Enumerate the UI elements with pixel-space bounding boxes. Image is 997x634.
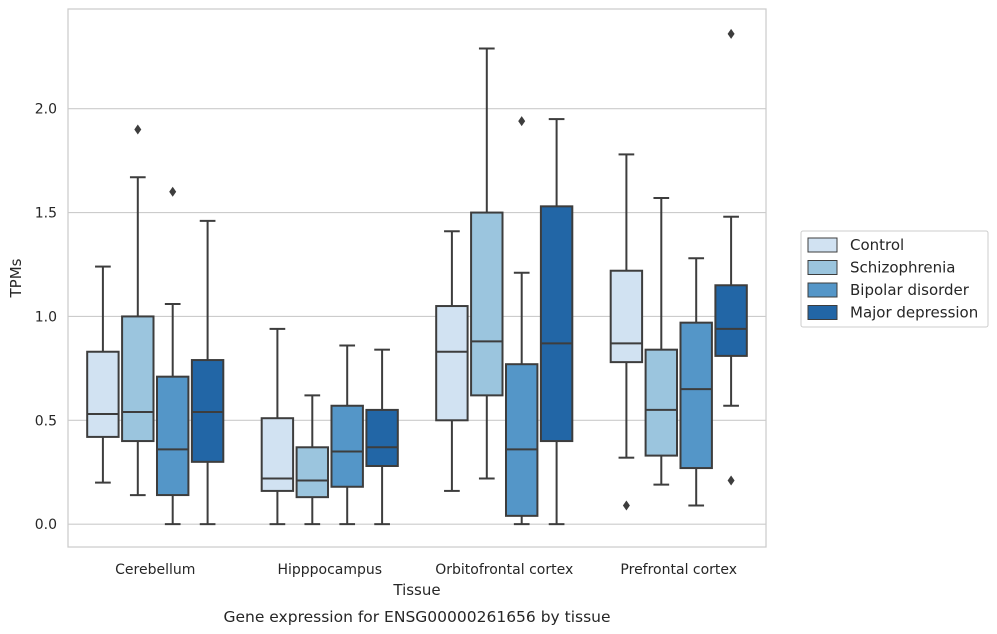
x-tick-labels: Cerebellum Hipppocampus Orbitofrontal cort… — [115, 562, 737, 578]
legend-frame — [800, 230, 989, 328]
box — [470, 211, 504, 397]
legend-label: Bipolar disorder — [850, 281, 970, 299]
box-group — [121, 124, 155, 497]
legend-label: Major depression — [850, 304, 978, 322]
x-tick-label: Orbitofrontal cortex — [435, 562, 573, 578]
legend-swatch — [807, 305, 838, 320]
box — [365, 408, 399, 467]
box — [86, 350, 120, 438]
box-group — [260, 327, 295, 526]
box-group — [86, 265, 120, 484]
legend: Control Schizophrenia Bipolar disorder Majo… — [800, 230, 989, 328]
y-tick-label: 2.0 — [35, 102, 57, 118]
box — [609, 269, 644, 364]
y-axis-label: TPMs — [7, 258, 25, 298]
chart-caption: Gene expression for ENSG00000261656 by t… — [223, 608, 610, 626]
legend-label: Schizophrenia — [850, 259, 955, 277]
legend-swatch — [807, 237, 838, 253]
y-tick-label: 0.5 — [35, 413, 57, 429]
box — [155, 375, 190, 497]
box — [435, 305, 469, 422]
x-tick-label: Prefrontal cortex — [620, 562, 737, 578]
legend-swatch — [807, 282, 838, 298]
box-group — [190, 219, 225, 526]
box-group — [155, 186, 190, 526]
box-group — [504, 116, 539, 526]
box-group — [330, 344, 364, 526]
box — [121, 315, 155, 443]
box — [295, 446, 330, 499]
y-tick-label: 0.0 — [35, 517, 57, 533]
box-group — [470, 47, 504, 480]
x-tick-label: Cerebellum — [115, 562, 195, 578]
box-group — [609, 153, 644, 511]
outlier-point — [134, 124, 142, 135]
box — [714, 284, 748, 357]
plot-frame — [67, 8, 767, 548]
box-group — [644, 197, 679, 486]
box-group — [365, 348, 399, 526]
y-tick-labels: 0.0 0.5 1.0 1.5 2.0 — [35, 102, 57, 533]
legend-label: Control — [850, 236, 904, 254]
box — [644, 348, 679, 457]
box-group — [295, 394, 330, 526]
box-group — [679, 257, 713, 507]
box — [330, 404, 364, 488]
box-group — [435, 230, 469, 492]
y-tick-label: 1.5 — [35, 206, 57, 222]
outlier-point — [169, 186, 177, 197]
boxplot-series — [86, 28, 748, 526]
box-group — [714, 28, 748, 486]
box — [679, 321, 713, 470]
box — [260, 417, 295, 492]
x-axis-label: Tissue — [392, 581, 440, 599]
box-group — [539, 118, 574, 526]
box — [504, 363, 539, 517]
y-tick-label: 1.0 — [35, 309, 57, 325]
box — [190, 359, 225, 463]
outlier-point — [622, 500, 630, 511]
outlier-point — [727, 475, 735, 486]
box — [539, 205, 574, 443]
outlier-point — [727, 28, 735, 39]
x-tick-label: Hipppocampus — [277, 562, 382, 578]
legend-swatch — [807, 260, 838, 275]
outlier-point — [518, 116, 526, 127]
